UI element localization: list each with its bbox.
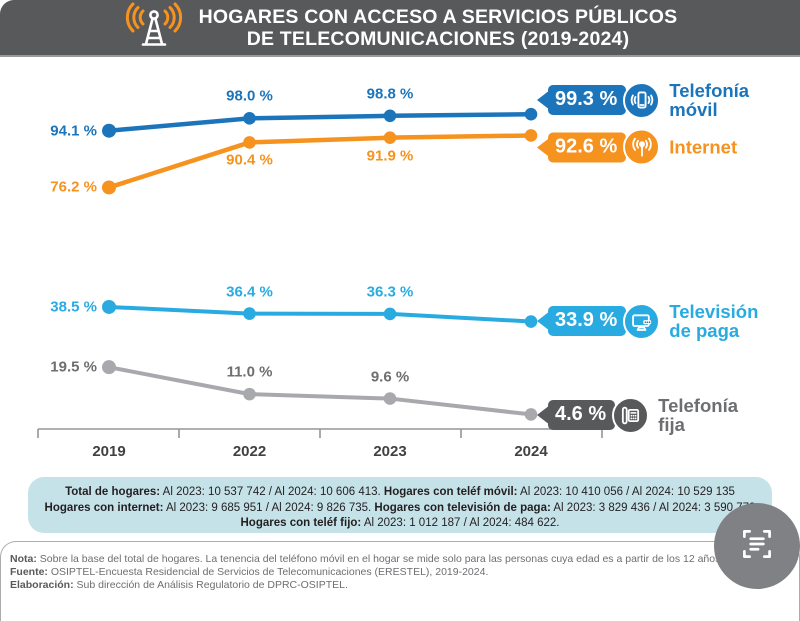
legend-row: 99.3 % Telefonía móvil <box>537 81 749 119</box>
legend-series-name: Telefonía fija <box>658 395 738 435</box>
footnote-line: Elaboración: Sub dirección de Análisis R… <box>10 579 348 591</box>
header-bar: HOGARES CON ACCESO A SERVICIOS PÚBLICOS … <box>0 0 800 57</box>
title-line-2: DE TELECOMUNICACIONES (2019-2024) <box>246 27 630 50</box>
data-point-label: 90.4 % <box>226 151 273 169</box>
info-line: Total de hogares: Al 2023: 10 537 742 / … <box>65 486 735 498</box>
data-point <box>102 180 116 195</box>
mobile-phone-icon <box>623 81 661 119</box>
info-line: Hogares con teléf fijo: Al 2023: 1 012 1… <box>240 517 560 529</box>
series-line <box>106 111 534 133</box>
data-point <box>383 307 397 321</box>
legend-row: 33.9 % Televisión de paga <box>537 302 758 340</box>
data-point-label: 94.1 % <box>50 122 97 140</box>
footnote-line: Nota: Sobre la base del total de hogares… <box>10 553 724 565</box>
data-point <box>102 360 116 375</box>
legend-series-name: Televisión de paga <box>669 301 759 341</box>
antenna-signal-icon <box>623 128 661 166</box>
data-point-label: 98.8 % <box>366 85 414 103</box>
legend-series-name: Telefonía móvil <box>669 80 750 120</box>
page-title: HOGARES CON ACCESO A SERVICIOS PÚBLICOS … <box>199 6 678 50</box>
value-badge: 92.6 % <box>548 132 627 162</box>
value-badge: 99.3 % <box>548 85 627 115</box>
data-point <box>383 109 397 123</box>
footnote-line: Fuente: OSIPTEL-Encuesta Residencial de … <box>10 566 489 578</box>
line-chart <box>37 107 603 438</box>
data-point-label: 11.0 % <box>226 363 273 381</box>
data-point <box>102 123 116 138</box>
x-axis-label: 2019 <box>92 443 126 460</box>
x-axis-label: 2023 <box>373 443 407 460</box>
data-point-label: 98.0 % <box>226 87 273 105</box>
data-point-label: 19.5 % <box>50 358 97 376</box>
series-line <box>107 365 533 417</box>
footnotes: Nota: Sobre la base del total de hogares… <box>10 553 723 592</box>
data-point <box>524 129 538 142</box>
badge-pointer <box>537 405 550 425</box>
series-line <box>107 304 533 324</box>
data-point-label: 38.5 % <box>50 298 97 316</box>
data-point <box>243 307 256 320</box>
x-axis-label: 2024 <box>514 443 548 460</box>
data-point <box>243 136 256 149</box>
landline-phone-icon <box>612 396 650 434</box>
legend-row: 4.6 % Telefonía fija <box>537 396 738 434</box>
info-line: Hogares con internet: Al 2023: 9 685 951… <box>44 501 756 514</box>
title-line-1: HOGARES CON ACCESO A SERVICIOS PÚBLICOS <box>198 5 678 28</box>
badge-pointer <box>537 90 550 110</box>
value-badge: 4.6 % <box>548 400 616 430</box>
data-point-label: 9.6 % <box>370 368 410 386</box>
data-point <box>243 112 256 125</box>
data-point <box>524 315 538 328</box>
data-point <box>524 408 538 421</box>
data-point <box>383 131 397 144</box>
pay-tv-icon <box>623 302 661 340</box>
data-point <box>383 392 397 405</box>
data-point-label: 36.3 % <box>366 283 414 301</box>
series-line <box>106 133 534 190</box>
data-point <box>102 299 116 314</box>
data-point-label: 76.2 % <box>50 178 97 196</box>
data-point-label: 36.4 % <box>226 283 273 301</box>
legend-row: 92.6 % Internet <box>537 128 738 166</box>
badge-pointer <box>537 137 550 157</box>
data-point-label: 91.9 % <box>366 147 414 165</box>
broadcast-antenna-icon <box>123 1 185 54</box>
document-scan-button[interactable] <box>714 503 800 589</box>
data-point <box>243 387 256 401</box>
value-badge: 33.9 % <box>548 306 627 336</box>
totals-info-box: Total de hogares: Al 2023: 10 537 742 / … <box>28 477 772 533</box>
x-axis-label: 2022 <box>232 443 267 460</box>
data-point <box>524 107 538 121</box>
badge-pointer <box>537 311 550 331</box>
document-scan-icon <box>736 523 778 570</box>
legend-series-name: Internet <box>669 136 738 158</box>
